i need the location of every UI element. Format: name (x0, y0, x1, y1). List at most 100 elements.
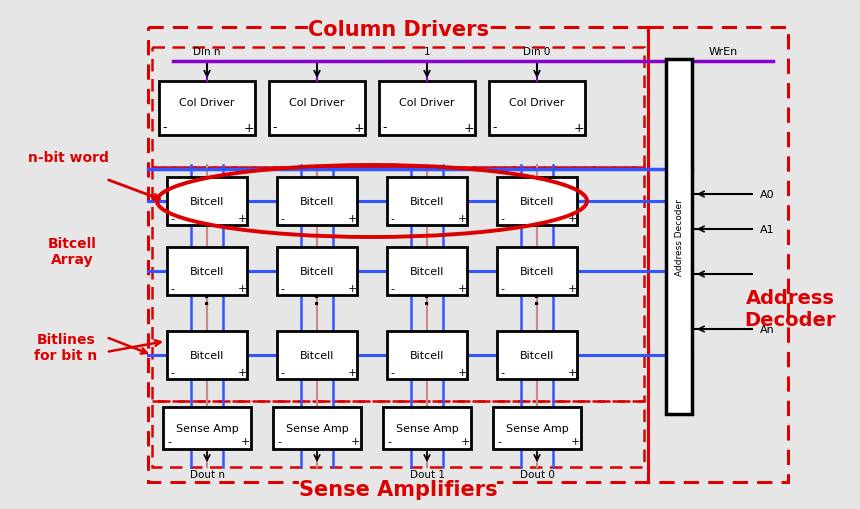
Bar (379, 82, 475, 136)
Text: -: - (390, 284, 394, 293)
Text: An: An (760, 324, 775, 334)
Text: -: - (167, 436, 171, 446)
Text: -: - (273, 121, 277, 134)
Text: Col Driver: Col Driver (289, 98, 345, 108)
Text: +: + (458, 214, 467, 223)
Text: Bitcell: Bitcell (519, 267, 554, 276)
Bar (167, 331, 247, 379)
Text: +: + (458, 367, 467, 377)
Text: +: + (240, 436, 249, 446)
Text: Address
Decoder: Address Decoder (744, 289, 836, 330)
Text: -: - (390, 367, 394, 377)
Bar (167, 178, 247, 225)
Text: Bitcell: Bitcell (300, 350, 335, 360)
Text: Sense Amplifiers: Sense Amplifiers (298, 479, 497, 499)
Bar (152, 48, 644, 167)
Text: :: : (204, 291, 211, 308)
Bar (152, 167, 644, 401)
Text: Bitcell
Array: Bitcell Array (47, 237, 96, 267)
Text: -: - (497, 436, 501, 446)
Bar (269, 82, 365, 136)
Text: Bitlines
for bit n: Bitlines for bit n (34, 332, 98, 362)
Text: Bitcell: Bitcell (300, 196, 335, 207)
Bar (489, 82, 585, 136)
Bar (493, 407, 581, 449)
Bar (148, 28, 648, 482)
Text: -: - (280, 284, 284, 293)
Text: +: + (353, 121, 365, 134)
Text: -: - (170, 214, 174, 223)
Text: -: - (277, 436, 281, 446)
Bar (383, 407, 471, 449)
Text: A1: A1 (760, 224, 775, 235)
Text: -: - (280, 214, 284, 223)
Text: Col Driver: Col Driver (179, 98, 235, 108)
Bar (159, 82, 255, 136)
Text: -: - (387, 436, 391, 446)
Bar (648, 28, 788, 482)
Text: Dout 1: Dout 1 (409, 469, 445, 479)
Bar (497, 247, 577, 295)
Text: Column Drivers: Column Drivers (308, 20, 488, 40)
Text: +: + (243, 121, 255, 134)
Text: -: - (500, 367, 504, 377)
Text: -: - (500, 284, 504, 293)
Text: Sense Amp: Sense Amp (175, 423, 238, 433)
Text: +: + (574, 121, 584, 134)
Text: +: + (347, 367, 357, 377)
Text: Col Driver: Col Driver (509, 98, 565, 108)
Text: Bitcell: Bitcell (519, 350, 554, 360)
Bar (666, 60, 692, 414)
Bar (497, 178, 577, 225)
Text: -: - (500, 214, 504, 223)
Bar (163, 407, 251, 449)
Text: +: + (347, 214, 357, 223)
Bar (152, 401, 644, 467)
Text: Bitcell: Bitcell (519, 196, 554, 207)
Text: +: + (458, 284, 467, 293)
Text: Bitcell: Bitcell (190, 196, 224, 207)
Text: Dout 0: Dout 0 (519, 469, 555, 479)
Text: Sense Amp: Sense Amp (396, 423, 458, 433)
Text: +: + (460, 436, 470, 446)
Text: Bitcell: Bitcell (410, 196, 444, 207)
Text: -: - (163, 121, 167, 134)
Text: -: - (493, 121, 497, 134)
Text: Sense Amp: Sense Amp (286, 423, 348, 433)
Text: Bitcell: Bitcell (410, 267, 444, 276)
Bar (277, 331, 357, 379)
Text: 1: 1 (424, 47, 430, 57)
Text: +: + (568, 284, 577, 293)
Text: Din n: Din n (194, 47, 221, 57)
Text: :: : (313, 291, 321, 308)
Text: n-bit word: n-bit word (28, 151, 108, 165)
Text: +: + (237, 367, 247, 377)
Bar (497, 331, 577, 379)
Text: +: + (570, 436, 580, 446)
Text: Bitcell: Bitcell (410, 350, 444, 360)
Text: WrEn: WrEn (709, 47, 738, 57)
Text: Bitcell: Bitcell (190, 267, 224, 276)
Text: +: + (347, 284, 357, 293)
Text: Sense Amp: Sense Amp (506, 423, 568, 433)
Text: Dout n: Dout n (189, 469, 224, 479)
Bar (273, 407, 361, 449)
Text: :: : (423, 291, 431, 308)
Bar (167, 247, 247, 295)
Text: Bitcell: Bitcell (300, 267, 335, 276)
Text: +: + (350, 436, 359, 446)
Text: +: + (568, 367, 577, 377)
Text: -: - (390, 214, 394, 223)
Bar (387, 178, 467, 225)
Bar (277, 178, 357, 225)
Text: +: + (464, 121, 475, 134)
Bar (387, 331, 467, 379)
Bar (277, 247, 357, 295)
Bar (387, 247, 467, 295)
Text: -: - (170, 284, 174, 293)
Text: :: : (533, 291, 541, 308)
Text: A0: A0 (760, 190, 775, 200)
Text: +: + (237, 214, 247, 223)
Text: +: + (568, 214, 577, 223)
Text: +: + (237, 284, 247, 293)
